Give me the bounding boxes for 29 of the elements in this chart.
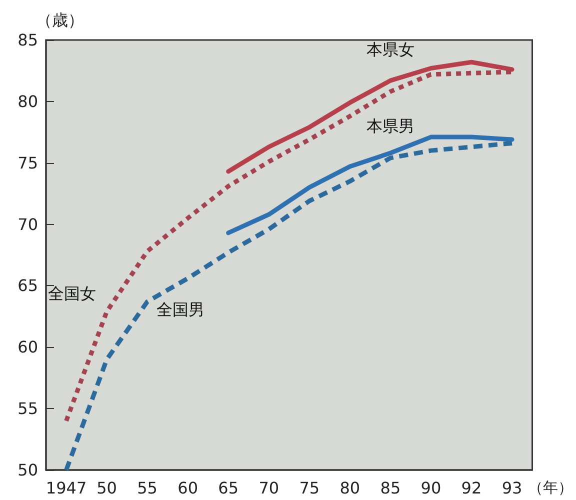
line-series [226, 60, 514, 174]
x-tick-label: 80 [340, 478, 360, 498]
series-label: 全国男 [156, 300, 204, 320]
y-tick-label: 50 [18, 460, 38, 480]
x-axis-title: （年） [528, 478, 574, 496]
series-label: 本県男 [366, 116, 414, 136]
line-series [226, 134, 514, 236]
y-tick-label: 55 [18, 399, 38, 418]
x-tick-label: 50 [96, 478, 117, 498]
y-tick-label: 85 [18, 30, 38, 50]
line-series [64, 140, 514, 472]
x-tick-label: 93 [502, 478, 522, 498]
x-tick-label: 70 [258, 478, 280, 498]
x-tick-label: 60 [178, 478, 198, 498]
x-tick-label: 75 [299, 478, 320, 498]
x-tick-label: 55 [137, 478, 158, 498]
x-tick-label: 65 [218, 478, 239, 498]
y-tick-label: 70 [18, 214, 38, 234]
x-tick-label: 85 [380, 478, 401, 498]
x-tick-label: 1947 [46, 478, 87, 498]
y-tick-label: 65 [18, 276, 38, 296]
series-label: 本県女 [366, 40, 414, 60]
x-tick-label: 92 [461, 478, 482, 498]
x-tick-label: 90 [420, 478, 442, 498]
y-tick-label: 75 [18, 153, 38, 172]
y-tick-label: 80 [18, 92, 38, 111]
y-tick-label: 60 [18, 338, 38, 357]
series-label: 全国女 [48, 284, 96, 304]
y-axis-title: （歳） [36, 10, 84, 30]
